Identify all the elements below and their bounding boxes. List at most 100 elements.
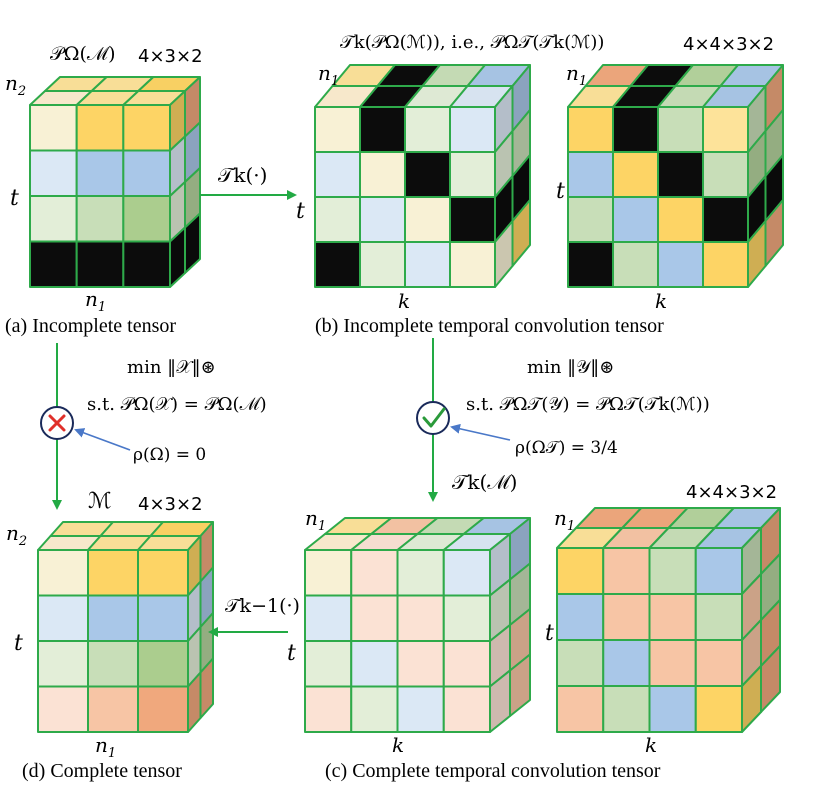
cube-front-cell bbox=[702, 196, 749, 243]
axis-c-top-1: n1 bbox=[305, 506, 326, 534]
cube-side-cell bbox=[184, 212, 201, 274]
dims-c: 4×4×3×2 bbox=[686, 482, 777, 503]
cube-incomplete-conv-slice-1 bbox=[314, 64, 531, 288]
cube-front-cell bbox=[602, 547, 651, 595]
cube-front-cell bbox=[314, 241, 361, 288]
cube-front-cell bbox=[556, 547, 605, 595]
cube-front-cell bbox=[612, 196, 659, 243]
cube-front-cell bbox=[657, 196, 704, 243]
cube-front-cell bbox=[694, 639, 743, 687]
cube-front-cell bbox=[137, 685, 189, 733]
cube-front-cell bbox=[29, 195, 78, 243]
cube-incomplete-tensor bbox=[29, 76, 201, 288]
cube-front-cell bbox=[359, 106, 406, 153]
cube-front-cell bbox=[87, 640, 139, 688]
dims-a: 4×3×2 bbox=[138, 46, 203, 67]
axis-b-top-1: n1 bbox=[318, 61, 339, 89]
axis-a-bottom: n1 bbox=[85, 287, 106, 315]
cube-front-cell bbox=[87, 685, 139, 733]
axis-d-bottom: n1 bbox=[95, 733, 116, 761]
cube-front-cell bbox=[304, 685, 353, 733]
cube-front-cell bbox=[612, 151, 659, 198]
cube-front-cell bbox=[449, 196, 496, 243]
cube-front-cell bbox=[449, 151, 496, 198]
axis-a-left: t bbox=[10, 186, 19, 211]
axis-c-left-2: t bbox=[545, 621, 554, 646]
opt-left-constraint: s.t. 𝒫Ω(𝒳) = 𝒫Ω(ℳ) bbox=[87, 394, 267, 415]
caption-b: (b) Incomplete temporal convolution tens… bbox=[315, 315, 664, 337]
cube-front-cell bbox=[612, 241, 659, 288]
cube-front-cell bbox=[137, 549, 189, 597]
axis-b-top-2: n1 bbox=[566, 61, 587, 89]
label-b: 𝒯k(𝒫Ω(ℳ)), i.e., 𝒫Ω𝒯(𝒯k(ℳ)) bbox=[340, 32, 604, 53]
cube-front-cell bbox=[567, 241, 614, 288]
cube-front-cell bbox=[567, 196, 614, 243]
cube-front-cell bbox=[449, 106, 496, 153]
cube-front-cell bbox=[75, 104, 125, 152]
cube-front-cell bbox=[657, 151, 704, 198]
cube-front-cell bbox=[567, 106, 614, 153]
arrow-right-rate bbox=[450, 423, 511, 441]
cube-side-cell bbox=[199, 657, 214, 719]
axis-b-bottom-2: k bbox=[655, 289, 667, 313]
cube-front-cell bbox=[314, 151, 361, 198]
cube-front-cell bbox=[350, 685, 399, 733]
cube-front-cell bbox=[694, 685, 743, 733]
cube-front-cell bbox=[87, 594, 139, 642]
cube-front-cell bbox=[442, 549, 491, 597]
arrow-inverse-label: 𝒯k−1(·) bbox=[225, 595, 300, 617]
opt-left-objective: min ‖𝒳‖⊛ bbox=[127, 357, 216, 378]
cube-front-cell bbox=[396, 685, 445, 733]
arrow-left-rate bbox=[74, 428, 131, 451]
cube-front-cell bbox=[359, 241, 406, 288]
cube-front-cell bbox=[404, 106, 451, 153]
cube-incomplete-conv-slice-2 bbox=[567, 64, 784, 288]
cube-front-cell bbox=[442, 594, 491, 642]
axis-c-left-1: t bbox=[287, 641, 296, 666]
cube-front-cell bbox=[556, 593, 605, 641]
cube-front-cell bbox=[694, 547, 743, 595]
cube-front-cell bbox=[449, 241, 496, 288]
caption-d: (d) Complete tensor bbox=[22, 760, 182, 782]
caption-c: (c) Complete temporal convolution tensor bbox=[325, 760, 661, 782]
cube-side-cell bbox=[509, 653, 531, 717]
cube-front-cell bbox=[304, 640, 353, 688]
cube-front-cell bbox=[359, 196, 406, 243]
cube-front-cell bbox=[404, 196, 451, 243]
cube-front-cell bbox=[612, 106, 659, 153]
cube-front-cell bbox=[602, 593, 651, 641]
cube-front-cell bbox=[87, 549, 139, 597]
cube-front-cell bbox=[75, 149, 125, 197]
cube-front-cell bbox=[556, 685, 605, 733]
check-icon bbox=[422, 407, 446, 428]
opt-right-objective: min ‖𝒴‖⊛ bbox=[527, 357, 614, 378]
cube-front-cell bbox=[137, 594, 189, 642]
cube-front-cell bbox=[29, 104, 78, 152]
cube-front-cell bbox=[602, 639, 651, 687]
axis-c-bottom-1: k bbox=[392, 733, 404, 757]
cube-front-cell bbox=[657, 106, 704, 153]
cube-front-cell bbox=[694, 593, 743, 641]
cube-front-cell bbox=[442, 685, 491, 733]
cube-front-cell bbox=[37, 685, 89, 733]
cube-complete-conv-slice-2 bbox=[556, 507, 781, 733]
cube-front-cell bbox=[137, 640, 189, 688]
cube-front-cell bbox=[350, 549, 399, 597]
cube-front-cell bbox=[567, 151, 614, 198]
axis-d-left: t bbox=[14, 631, 23, 656]
axis-c-top-2: n1 bbox=[554, 506, 575, 534]
cube-front-cell bbox=[37, 640, 89, 688]
cube-front-cell bbox=[648, 547, 697, 595]
cube-front-cell bbox=[404, 241, 451, 288]
cube-front-cell bbox=[37, 549, 89, 597]
cube-complete-tensor bbox=[37, 521, 214, 733]
cube-front-cell bbox=[648, 593, 697, 641]
cube-front-cell bbox=[304, 549, 353, 597]
cube-front-cell bbox=[648, 639, 697, 687]
cube-front-cell bbox=[29, 240, 78, 288]
dims-d: 4×3×2 bbox=[138, 494, 203, 515]
label-c: 𝒯k(ℳ) bbox=[452, 470, 517, 494]
caption-a: (a) Incomplete tensor bbox=[5, 315, 176, 337]
dims-b: 4×4×3×2 bbox=[683, 34, 774, 55]
